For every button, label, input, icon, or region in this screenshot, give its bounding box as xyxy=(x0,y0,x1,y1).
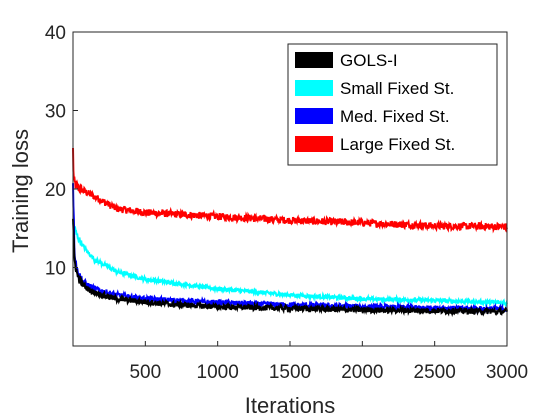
legend: GOLS-I Small Fixed St. Med. Fixed St. Large… xyxy=(287,43,498,166)
legend-label: Large Fixed St. xyxy=(340,135,455,154)
x-tick-label: 500 xyxy=(129,362,161,383)
legend-swatch xyxy=(295,108,333,124)
series-line xyxy=(72,218,508,318)
y-tick-label: 10 xyxy=(45,259,66,280)
x-axis-ticks: 500 1000 1500 2000 2500 3000 xyxy=(129,341,528,383)
legend-label: GOLS-I xyxy=(340,51,398,70)
x-tick-label: 1000 xyxy=(197,362,239,383)
legend-swatch xyxy=(295,52,333,68)
x-tick-label: 2500 xyxy=(414,362,456,383)
legend-label: Med. Fixed St. xyxy=(340,107,450,126)
x-tick-label: 2000 xyxy=(341,362,383,383)
series-line xyxy=(72,147,508,234)
series-lines xyxy=(72,147,508,318)
legend-swatch xyxy=(295,80,333,96)
legend-label: Small Fixed St. xyxy=(340,79,454,98)
x-tick-label: 1500 xyxy=(269,362,311,383)
legend-swatch xyxy=(295,136,333,152)
y-tick-label: 30 xyxy=(45,102,66,123)
y-tick-label: 20 xyxy=(45,180,66,201)
x-axis-label: Iterations xyxy=(245,393,336,418)
y-axis-ticks: 10 20 30 40 xyxy=(45,23,78,280)
y-tick-label: 40 xyxy=(45,23,66,44)
series-line xyxy=(72,222,508,308)
x-tick-label: 3000 xyxy=(486,362,528,383)
y-axis-label: Training loss xyxy=(8,129,33,253)
